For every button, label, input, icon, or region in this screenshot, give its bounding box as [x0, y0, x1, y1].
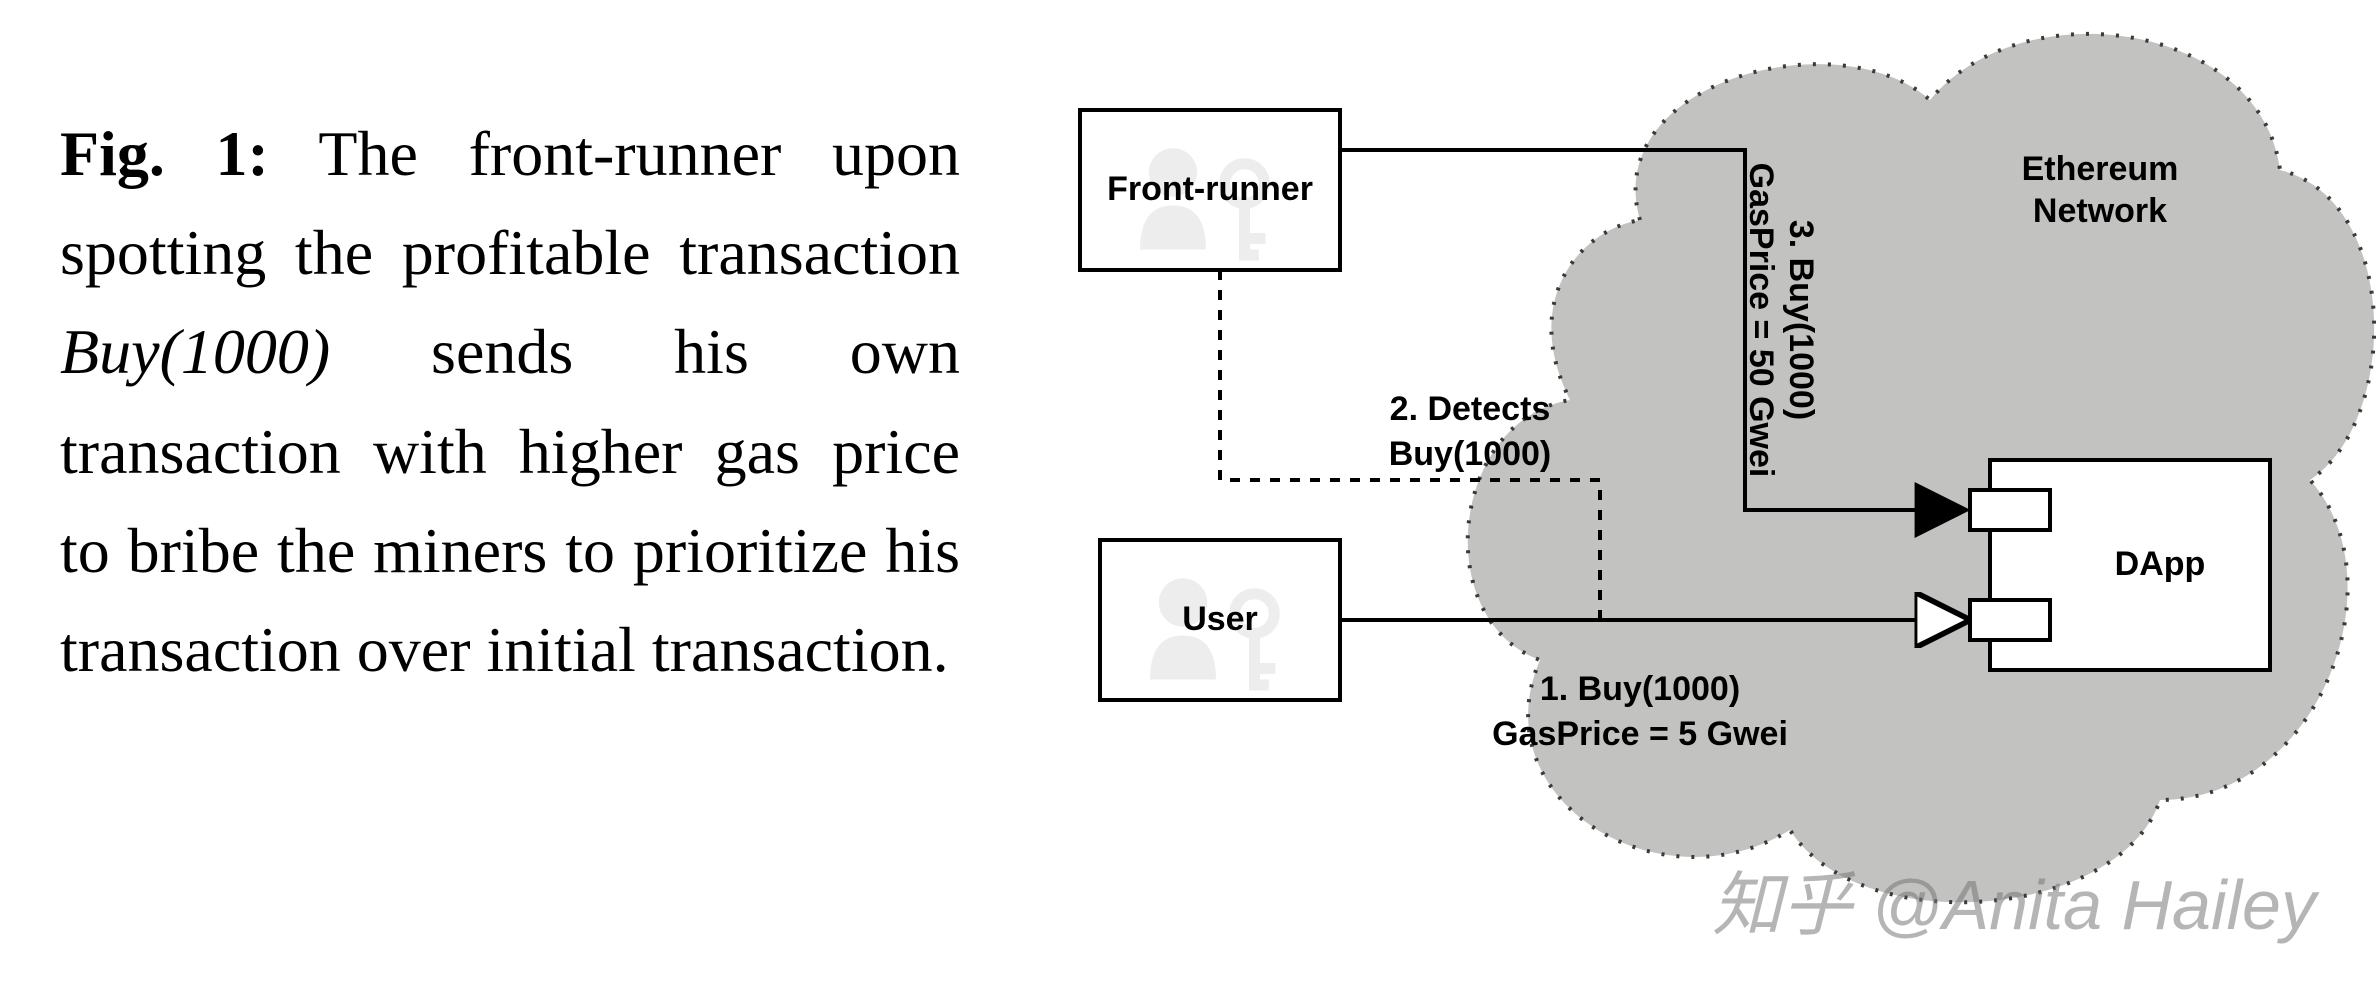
edge1-label-2: GasPrice = 5 Gwei	[1492, 715, 1788, 753]
edge3-label-1: 3. Buy(1000)	[1782, 220, 1820, 420]
dapp-node: DApp	[1970, 460, 2270, 670]
cloud-label-2: Network	[2033, 192, 2167, 230]
dapp-port-1	[1970, 490, 2050, 530]
edge1-label-1: 1. Buy(1000)	[1540, 670, 1740, 708]
front-runner-node: Front-runner	[1080, 110, 1340, 270]
caption-column: Fig. 1: The front-runner upon spotting t…	[0, 0, 1000, 990]
edge3-label-2: GasPrice = 50 Gwei	[1742, 163, 1780, 478]
edge2-label-2: Buy(1000)	[1389, 435, 1552, 473]
diagram-svg: Ethereum Network Front-runner	[1000, 0, 2376, 990]
user-node: User	[1100, 540, 1340, 700]
dapp-port-2	[1970, 600, 2050, 640]
edge2-label-1: 2. Detects	[1390, 390, 1551, 428]
dapp-label: DApp	[2115, 545, 2206, 583]
buy-emphasis: Buy(1000)	[60, 316, 330, 387]
figure-container: Fig. 1: The front-runner upon spotting t…	[0, 0, 2376, 990]
user-label: User	[1182, 600, 1258, 638]
front-runner-label: Front-runner	[1107, 170, 1313, 208]
figure-caption: Fig. 1: The front-runner upon spotting t…	[60, 104, 960, 699]
figure-label: Fig. 1:	[60, 118, 269, 189]
cloud-label-1: Ethereum	[2022, 150, 2179, 188]
diagram-column: Ethereum Network Front-runner	[1000, 0, 2376, 990]
